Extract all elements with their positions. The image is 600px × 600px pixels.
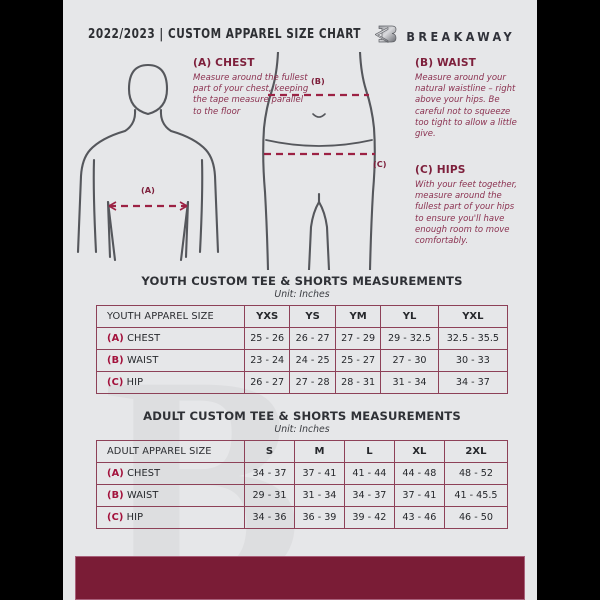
adult-cell-2-0: 34 - 36: [243, 506, 295, 529]
adult-row-0-label: (A) CHEST: [96, 462, 245, 485]
brand-name: BREAKAWAY: [406, 29, 515, 44]
upper-body-figure-icon: [76, 63, 220, 262]
hips-marker-label: (C): [373, 159, 387, 169]
chest-marker-label: (A): [141, 185, 155, 195]
youth-cell-1-4: 30 - 33: [437, 349, 509, 372]
youth-row-1-label: (B) WAIST: [96, 349, 245, 372]
adult-cell-0-3: 44 - 48: [393, 462, 445, 485]
youth-row-2-label: (C) HIP: [96, 371, 245, 394]
adult-table-title: ADULT CUSTOM TEE & SHORTS MEASUREMENTS: [143, 409, 461, 423]
adult-header-label: ADULT APPAREL SIZE: [96, 440, 245, 463]
hips-caption-body: With your feet together, measure around …: [415, 180, 518, 247]
youth-col-2: YM: [334, 305, 382, 328]
adult-cell-2-3: 43 - 46: [393, 506, 445, 529]
youth-table-unit: Unit: Inches: [274, 289, 330, 300]
row-tag: (A): [107, 333, 124, 344]
youth-table-title: YOUTH CUSTOM TEE & SHORTS MEASUREMENTS: [141, 274, 463, 288]
youth-cell-0-4: 32.5 - 35.5: [437, 327, 509, 350]
table-header-row: ADULT APPAREL SIZE S M L XL 2XL: [96, 440, 509, 463]
adult-cell-1-3: 37 - 41: [393, 484, 445, 507]
row-label: HIP: [126, 512, 144, 523]
table-row: (B) WAIST 23 - 24 24 - 25 25 - 27 27 - 3…: [96, 349, 509, 372]
footer-bar: [75, 556, 525, 600]
youth-cell-2-3: 31 - 34: [380, 371, 439, 394]
youth-cell-2-0: 26 - 27: [243, 371, 291, 394]
table-row: (C) HIP 26 - 27 27 - 28 28 - 31 31 - 34 …: [96, 371, 509, 394]
youth-size-table-section: YOUTH CUSTOM TEE & SHORTS MEASUREMENTS U…: [96, 274, 509, 394]
row-tag: (B): [107, 490, 124, 501]
adult-row-1-label: (B) WAIST: [96, 484, 245, 507]
adult-cell-2-2: 39 - 42: [343, 506, 395, 529]
youth-cell-1-0: 23 - 24: [243, 349, 291, 372]
table-header-row: YOUTH APPAREL SIZE YXS YS YM YL YXL: [96, 305, 509, 328]
row-label: HIP: [126, 377, 144, 388]
row-tag: (C): [107, 512, 124, 523]
youth-cell-2-1: 27 - 28: [289, 371, 336, 394]
adult-col-2: L: [343, 440, 395, 463]
table-row: (B) WAIST 29 - 31 31 - 34 34 - 37 37 - 4…: [96, 484, 509, 507]
youth-col-1: YS: [289, 305, 336, 328]
page-header: 2022/2023 | CUSTOM APPAREL SIZE CHART BR: [63, 20, 537, 48]
adult-col-4: 2XL: [443, 440, 509, 463]
youth-cell-0-0: 25 - 26: [243, 327, 291, 350]
row-tag: (C): [107, 377, 124, 388]
waist-caption-title: (B) WAIST: [415, 57, 477, 69]
chest-caption-body: Measure around the fullest part of your …: [193, 73, 309, 117]
youth-cell-0-2: 27 - 29: [334, 327, 382, 350]
page-title: 2022/2023 | CUSTOM APPAREL SIZE CHART: [88, 26, 362, 42]
youth-cell-2-4: 34 - 37: [437, 371, 509, 394]
row-tag: (B): [107, 355, 124, 366]
adult-col-3: XL: [393, 440, 445, 463]
adult-cell-0-0: 34 - 37: [243, 462, 295, 485]
youth-cell-0-3: 29 - 32.5: [380, 327, 439, 350]
table-row: (C) HIP 34 - 36 36 - 39 39 - 42 43 - 46 …: [96, 506, 509, 529]
adult-cell-0-4: 48 - 52: [443, 462, 509, 485]
youth-cell-1-3: 27 - 30: [380, 349, 439, 372]
adult-col-0: S: [243, 440, 295, 463]
waist-caption-body: Measure around your natural waistline – …: [415, 73, 517, 140]
row-tag: (A): [107, 468, 124, 479]
youth-cell-2-2: 28 - 31: [334, 371, 382, 394]
waist-marker-label: (B): [311, 76, 325, 86]
adult-cell-1-0: 29 - 31: [243, 484, 295, 507]
adult-cell-1-2: 34 - 37: [343, 484, 395, 507]
youth-header-label: YOUTH APPAREL SIZE: [96, 305, 245, 328]
adult-size-table-section: ADULT CUSTOM TEE & SHORTS MEASUREMENTS U…: [96, 409, 509, 529]
row-label: WAIST: [126, 490, 159, 501]
youth-col-3: YL: [380, 305, 439, 328]
youth-col-0: YXS: [243, 305, 291, 328]
row-label: CHEST: [127, 468, 161, 479]
chest-caption-title: (A) CHEST: [193, 57, 255, 69]
youth-size-table: YOUTH APPAREL SIZE YXS YS YM YL YXL (A) …: [96, 305, 509, 394]
table-row: (A) CHEST 34 - 37 37 - 41 41 - 44 44 - 4…: [96, 462, 509, 485]
youth-col-4: YXL: [437, 305, 509, 328]
adult-table-unit: Unit: Inches: [274, 424, 330, 435]
row-label: WAIST: [126, 355, 159, 366]
youth-cell-1-1: 24 - 25: [289, 349, 336, 372]
adult-cell-2-4: 46 - 50: [443, 506, 509, 529]
table-row: (A) CHEST 25 - 26 26 - 27 27 - 29 29 - 3…: [96, 327, 509, 350]
breakaway-b-logo-icon: [374, 22, 397, 51]
brand-lockup: BREAKAWAY: [374, 22, 515, 51]
size-chart-page: B 2022/2023 | CUSTOM APPAREL SIZE CHART: [63, 0, 537, 600]
row-label: CHEST: [127, 333, 161, 344]
youth-cell-1-2: 25 - 27: [334, 349, 382, 372]
measurement-illustration: (A) (B) (C) (A) CHEST Measure around the…: [63, 52, 537, 270]
adult-col-1: M: [293, 440, 345, 463]
waist-caption: (B) WAIST Measure around your natural wa…: [415, 57, 523, 140]
adult-cell-0-2: 41 - 44: [343, 462, 395, 485]
adult-cell-1-4: 41 - 45.5: [443, 484, 509, 507]
hips-caption: (C) HIPS With your feet together, measur…: [415, 164, 525, 247]
adult-cell-2-1: 36 - 39: [293, 506, 345, 529]
lower-body-figure-icon: [262, 52, 376, 270]
adult-cell-0-1: 37 - 41: [293, 462, 345, 485]
adult-row-2-label: (C) HIP: [96, 506, 245, 529]
adult-size-table: ADULT APPAREL SIZE S M L XL 2XL (A) CHES…: [96, 440, 509, 529]
youth-cell-0-1: 26 - 27: [289, 327, 336, 350]
adult-cell-1-1: 31 - 34: [293, 484, 345, 507]
chest-caption: (A) CHEST Measure around the fullest par…: [193, 57, 313, 118]
hips-caption-title: (C) HIPS: [415, 164, 466, 176]
youth-row-0-label: (A) CHEST: [96, 327, 245, 350]
